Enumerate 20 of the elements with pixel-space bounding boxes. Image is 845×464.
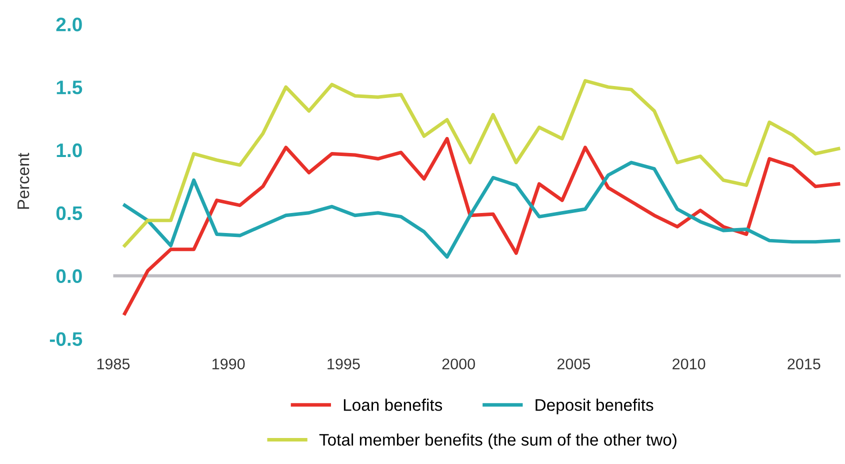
x-tick-label: 2000 (442, 358, 475, 370)
legend-label: Loan benefits (344, 398, 442, 411)
line-series (123, 160, 840, 259)
x-tick-label: 2010 (672, 358, 706, 370)
y-tick-label: 1.5 (56, 80, 82, 94)
line-series (123, 79, 840, 248)
x-tick-label: 2015 (788, 358, 820, 370)
legend-label: Total member benefits (the sum of the other two) (319, 433, 676, 449)
y-tick-label: -0.5 (50, 332, 82, 346)
x-tick-label: 1985 (97, 358, 130, 370)
y-tick-label: 0.0 (56, 269, 82, 284)
y-tick-label: 2.0 (56, 18, 82, 32)
x-tick-label: 2005 (557, 358, 590, 370)
legend-label: Deposit benefits (536, 398, 654, 414)
x-tick-label: 1995 (328, 358, 360, 370)
line-series (123, 136, 840, 316)
y-axis-title: Percent (18, 152, 30, 209)
x-tick-label: 1990 (212, 358, 245, 370)
y-tick-label: 1.0 (56, 143, 82, 158)
y-tick-label: 0.5 (56, 206, 82, 220)
